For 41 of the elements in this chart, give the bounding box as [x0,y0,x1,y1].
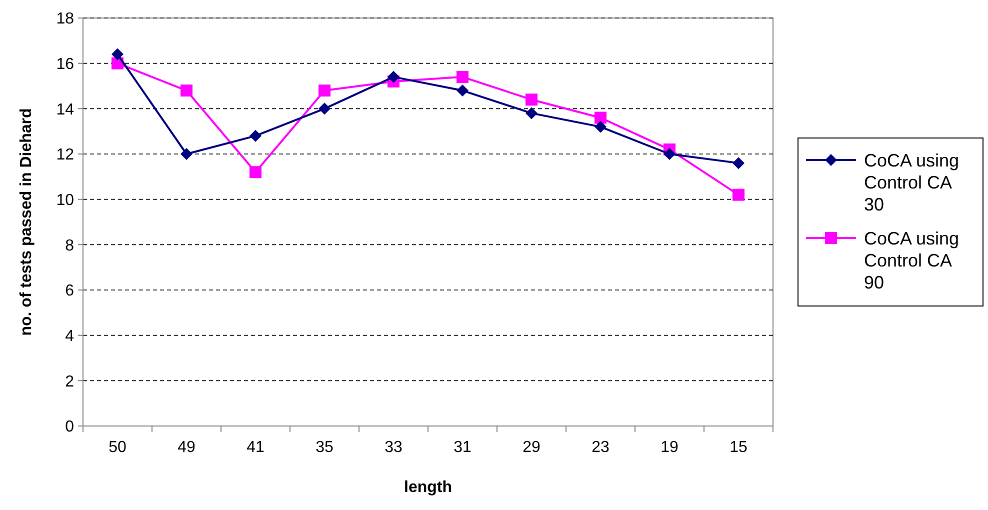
x-axis-title: length [404,479,452,496]
point [732,188,744,201]
x-tick-label: 23 [592,439,610,456]
y-tick-label: 12 [56,146,74,164]
y-tick-label: 4 [65,328,74,345]
y-tick-label: 10 [56,192,74,209]
point [456,70,468,83]
y-tick-label: 14 [56,101,74,118]
x-tick-label: 19 [660,439,678,456]
point [388,70,400,83]
point [318,102,330,115]
x-tick-label: 50 [108,439,126,456]
point [594,120,606,133]
legend-label: CoCA using Control CA 30 [864,150,960,214]
x-tick-label: 15 [730,439,748,456]
point [732,157,744,170]
point [456,84,468,97]
legend-label: CoCA using Control CA 90 [864,228,960,292]
point [180,84,192,97]
x-tick-label: 31 [454,439,472,456]
y-tick-label: 6 [65,282,74,300]
x-tick-label: 35 [316,439,334,456]
y-tick-label: 2 [65,373,74,390]
point [664,148,676,160]
point [318,84,330,97]
point [594,112,606,124]
point [180,148,192,160]
point [250,130,262,142]
x-tick-label: 29 [522,439,540,456]
point [112,48,124,60]
y-tick-label: 8 [65,237,74,254]
x-tick-label: 33 [384,439,402,456]
x-tick-label: 49 [178,439,196,456]
y-tick-label: 0 [65,418,74,436]
x-tick-label: 41 [246,439,264,456]
point [250,166,262,178]
y-tick-label: 18 [56,10,74,28]
point [526,94,538,106]
y-axis-title: no. of tests passed in Diehard [18,108,35,336]
y-tick-label: 16 [56,56,74,73]
point [526,107,538,120]
